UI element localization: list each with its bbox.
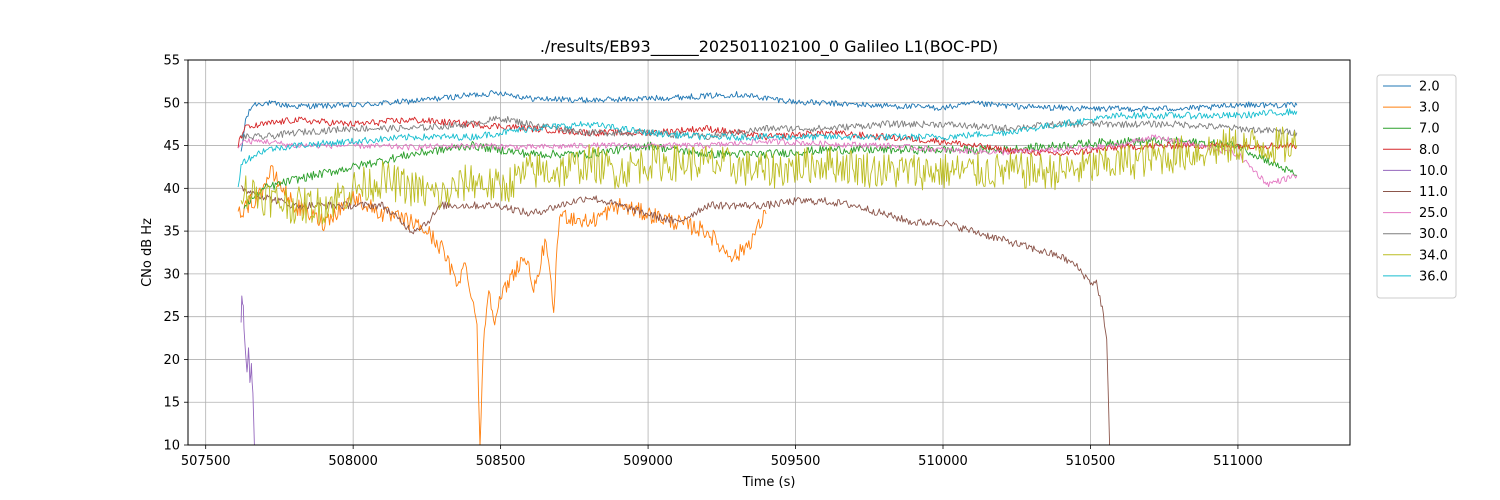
legend-label: 30.0 (1419, 227, 1448, 242)
y-tick-label: 40 (163, 182, 180, 197)
legend-label: 2.0 (1419, 80, 1440, 95)
y-axis-ticks: 10 15 20 25 30 35 40 45 50 55 (163, 54, 188, 454)
legend-label: 36.0 (1419, 269, 1448, 284)
legend-label: 3.0 (1419, 101, 1440, 116)
chart-title: ./results/EB93______202501102100_0 Galil… (540, 37, 998, 57)
x-tick-label: 510500 (1066, 454, 1116, 469)
series-line-11-0 (240, 185, 1111, 445)
series-line-34-0 (240, 126, 1298, 225)
y-tick-label: 55 (163, 54, 180, 69)
y-axis-label: CNo dB Hz (140, 218, 155, 287)
series-line-8-0 (237, 116, 1298, 157)
y-tick-label: 35 (163, 225, 180, 240)
x-tick-label: 511000 (1213, 454, 1263, 469)
grid-lines (188, 59, 1350, 446)
series-line-7-0 (243, 136, 1298, 209)
x-tick-label: 508500 (476, 454, 526, 469)
series-layer (237, 90, 1298, 445)
y-tick-label: 45 (163, 139, 180, 154)
y-tick-label: 20 (163, 353, 180, 368)
y-tick-label: 30 (163, 267, 180, 282)
x-tick-label: 507500 (181, 454, 231, 469)
x-axis-ticks: 507500 508000 508500 509000 509500 510000 5105… (181, 445, 1263, 469)
y-tick-label: 50 (163, 96, 180, 111)
legend-label: 8.0 (1419, 143, 1440, 158)
series-line-36-0 (237, 108, 1298, 188)
x-tick-label: 509000 (623, 454, 673, 469)
series-line-3-0 (237, 165, 767, 445)
series-line-10-0 (240, 295, 255, 445)
legend-label: 34.0 (1419, 248, 1448, 263)
legend-box (1376, 74, 1457, 299)
x-tick-label: 509500 (771, 454, 821, 469)
plot-frame (187, 59, 1351, 446)
series-line-30-0 (240, 115, 1298, 141)
x-tick-label: 510000 (918, 454, 968, 469)
legend-label: 10.0 (1419, 164, 1448, 179)
series-line-2-0 (240, 90, 1298, 152)
x-tick-label: 508000 (328, 454, 378, 469)
y-tick-label: 25 (163, 310, 180, 325)
legend: 2.0 3.0 7.0 8.0 10.0 11.0 25.0 30.0 34.0 36.0 (1376, 74, 1457, 299)
series-line-25-0 (237, 134, 1298, 188)
legend-label: 7.0 (1419, 122, 1440, 137)
legend-label: 11.0 (1419, 185, 1448, 200)
legend-label: 25.0 (1419, 206, 1448, 221)
y-tick-label: 15 (163, 396, 180, 411)
y-tick-label: 10 (163, 439, 180, 454)
x-axis-label: Time (s) (742, 475, 796, 490)
